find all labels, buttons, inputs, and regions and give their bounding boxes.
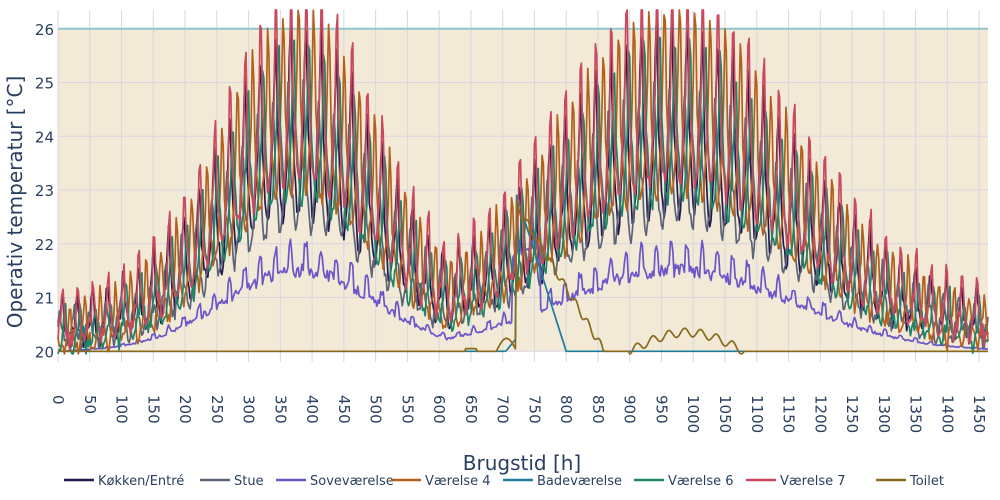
x-tick-label: 1450 <box>970 395 988 433</box>
x-tick-label: 150 <box>144 395 162 424</box>
x-tick-label: 1300 <box>875 395 893 433</box>
legend-label-5: Værelse 6 <box>668 474 734 489</box>
y-tick-label: 21 <box>35 290 54 308</box>
x-tick-label: 350 <box>271 395 289 424</box>
x-tick-label: 1150 <box>780 395 798 433</box>
series-line-3 <box>57 9 989 355</box>
y-axis-title: Operativ temperatur [°C] <box>3 76 27 329</box>
legend-label-2: Soveværelse <box>310 474 394 489</box>
x-tick-label: 1250 <box>843 395 861 433</box>
x-tick-label: 800 <box>557 395 575 424</box>
x-tick-label: 500 <box>367 395 385 424</box>
series-line-5 <box>57 36 989 355</box>
y-tick-label: 20 <box>35 343 54 361</box>
x-tick-label: 450 <box>335 395 353 424</box>
x-tick-label: 850 <box>589 395 607 424</box>
x-tick-label: 1000 <box>684 395 702 433</box>
series-line-7 <box>58 201 988 355</box>
x-tick-label: 1100 <box>748 395 766 433</box>
x-tick-label: 100 <box>113 395 131 424</box>
series-layer <box>57 9 989 355</box>
x-tick-label: 1050 <box>716 395 734 433</box>
legend-label-6: Værelse 7 <box>780 474 846 489</box>
y-tick-label: 22 <box>35 236 54 254</box>
legend: Køkken/Entré Stue Soveværelse Værelse 4 Bade… <box>64 474 944 489</box>
x-tick-label: 750 <box>525 395 543 424</box>
legend-label-1: Stue <box>234 474 264 489</box>
x-tick-label: 1400 <box>938 395 956 433</box>
x-tick-label: 950 <box>652 395 670 424</box>
x-tick-label: 1350 <box>907 395 925 433</box>
x-tick-label: 550 <box>398 395 416 424</box>
series-line-6 <box>57 9 989 351</box>
x-tick-label: 400 <box>303 395 321 424</box>
legend-label-7: Toilet <box>909 474 944 489</box>
x-tick-label: 0 <box>49 395 67 405</box>
x-tick-label: 900 <box>621 395 639 424</box>
x-tick-label: 50 <box>81 395 99 414</box>
x-tick-label: 650 <box>462 395 480 424</box>
x-tick-label: 1200 <box>811 395 829 433</box>
y-tick-label: 26 <box>35 21 54 39</box>
y-tick-label: 23 <box>35 182 54 200</box>
y-axis-ticks: 20 21 22 23 24 25 26 <box>35 21 54 361</box>
x-tick-label: 300 <box>240 395 258 424</box>
x-axis-ticks: 0 50 100 150 200 250 300 350 400 450 500 550 600 650 7… <box>49 395 988 433</box>
x-tick-label: 200 <box>176 395 194 424</box>
y-tick-label: 25 <box>35 75 54 93</box>
legend-label-3: Værelse 4 <box>425 474 491 489</box>
legend-label-4: Badeværelse <box>537 474 622 489</box>
x-tick-label: 700 <box>494 395 512 424</box>
y-tick-label: 24 <box>35 128 54 146</box>
x-tick-label: 600 <box>430 395 448 424</box>
legend-label-0: Køkken/Entré <box>98 474 184 489</box>
x-tick-label: 250 <box>208 395 226 424</box>
x-axis-title: Brugstid [h] <box>463 451 581 475</box>
